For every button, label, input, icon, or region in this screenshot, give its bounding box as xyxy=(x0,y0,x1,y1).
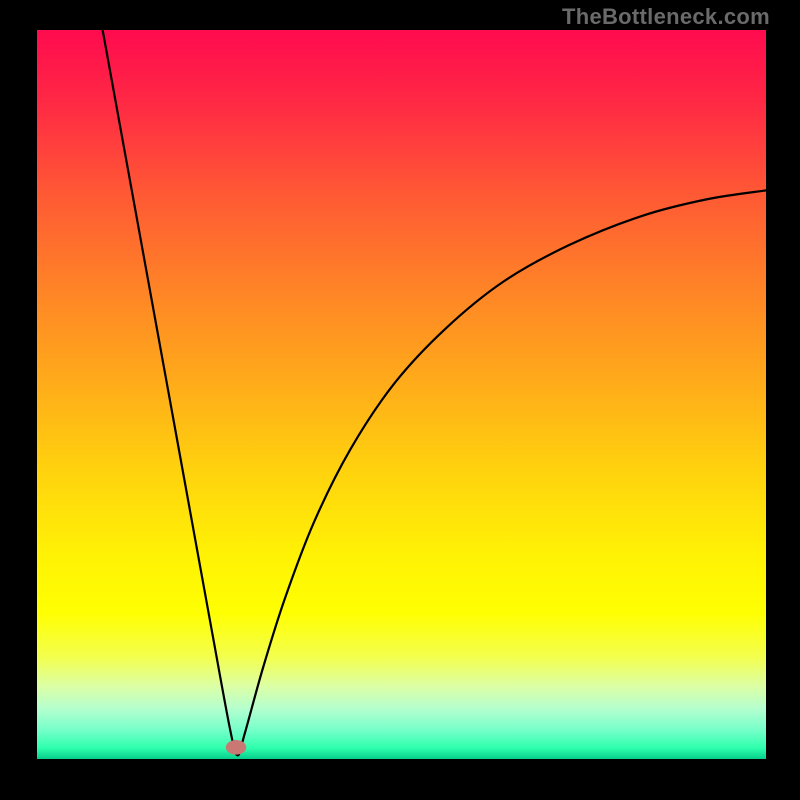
minimum-marker xyxy=(226,740,246,755)
watermark-label: TheBottleneck.com xyxy=(562,4,770,30)
chart-stage: TheBottleneck.com xyxy=(0,0,800,800)
bottleneck-curve-layer xyxy=(37,30,766,759)
bottleneck-curve xyxy=(103,30,766,755)
